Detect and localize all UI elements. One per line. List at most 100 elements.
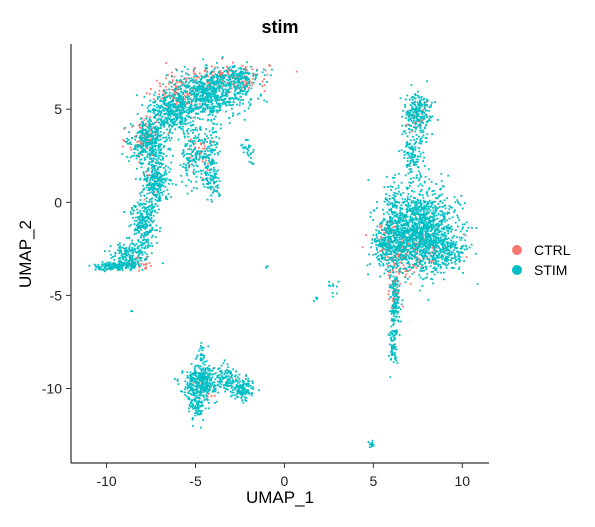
data-point-stim [189, 121, 192, 124]
data-point-stim [409, 184, 411, 187]
data-point-stim [236, 113, 239, 116]
data-point-stim [231, 75, 233, 78]
data-point-stim [420, 222, 423, 225]
data-point-stim [117, 268, 120, 271]
data-point-stim [443, 228, 445, 230]
data-point-stim [176, 79, 178, 82]
data-point-stim [178, 95, 181, 97]
data-point-stim [140, 194, 142, 197]
data-point-stim [219, 102, 222, 105]
data-point-stim [262, 68, 265, 71]
data-point-stim [163, 167, 165, 169]
data-point-stim [165, 136, 168, 139]
data-point-ctrl [392, 300, 394, 302]
data-point-stim [160, 123, 162, 126]
data-point-stim [155, 114, 158, 116]
data-point-stim [151, 173, 154, 176]
data-point-stim [198, 107, 201, 109]
data-point-stim [424, 176, 427, 178]
data-point-ctrl [422, 243, 425, 246]
data-point-stim [434, 263, 437, 265]
data-point-stim [226, 78, 228, 81]
data-point-ctrl [136, 145, 138, 147]
data-point-stim [133, 258, 135, 260]
data-point-stim [212, 107, 214, 110]
data-point-stim [102, 269, 105, 271]
data-point-stim [213, 153, 216, 156]
data-point-stim [156, 205, 159, 207]
data-point-stim [128, 160, 130, 163]
data-point-stim [413, 202, 416, 205]
data-point-ctrl [416, 242, 418, 245]
data-point-stim [435, 257, 438, 259]
data-point-stim [196, 89, 199, 91]
data-point-ctrl [165, 77, 167, 80]
data-point-stim [410, 207, 413, 210]
data-point-stim [457, 268, 460, 270]
data-point-stim [233, 93, 236, 96]
data-point-stim [402, 239, 405, 242]
data-point-stim [183, 122, 185, 125]
data-point-stim [174, 88, 177, 90]
data-point-stim [204, 161, 206, 164]
data-point-stim [246, 147, 249, 150]
data-point-stim [167, 182, 170, 185]
data-point-stim [432, 189, 435, 192]
data-point-stim [174, 90, 177, 92]
data-point-stim [427, 222, 429, 225]
data-point-stim [163, 174, 165, 176]
data-point-stim [195, 175, 198, 178]
data-point-stim [156, 242, 158, 244]
data-point-stim [428, 240, 431, 243]
data-point-stim [384, 237, 386, 240]
data-point-stim [435, 214, 437, 217]
data-point-stim [407, 224, 409, 227]
data-point-stim [208, 84, 211, 87]
data-point-ctrl [207, 162, 209, 165]
data-point-stim [413, 218, 416, 221]
data-point-ctrl [397, 256, 399, 258]
data-point-ctrl [404, 270, 407, 273]
data-point-stim [411, 245, 414, 248]
data-point-stim [213, 172, 216, 175]
data-point-stim [235, 88, 237, 90]
data-point-stim [125, 250, 128, 253]
data-point-stim [407, 239, 410, 242]
data-point-ctrl [409, 282, 412, 285]
data-point-stim [233, 66, 235, 68]
data-point-stim [148, 146, 151, 149]
data-point-stim [184, 81, 187, 84]
data-point-stim [175, 183, 177, 186]
data-point-stim [198, 138, 200, 141]
data-point-stim [168, 123, 171, 126]
data-point-stim [398, 230, 401, 233]
data-point-stim [129, 257, 131, 260]
data-point-stim [156, 229, 158, 232]
data-point-stim [445, 267, 448, 269]
data-point-stim [138, 250, 141, 253]
data-point-stim [153, 184, 156, 186]
data-point-stim [443, 233, 446, 235]
data-point-stim [182, 152, 185, 155]
data-point-stim [157, 104, 160, 107]
data-point-stim [407, 193, 410, 195]
data-point-stim [138, 218, 141, 221]
data-point-stim [414, 204, 416, 207]
data-point-stim [375, 233, 378, 236]
data-point-stim [125, 156, 128, 158]
data-point-stim [195, 137, 197, 140]
data-point-stim [431, 258, 434, 260]
data-point-stim [154, 236, 157, 238]
data-point-stim [398, 220, 400, 222]
data-point-stim [188, 106, 190, 109]
data-point-ctrl [214, 80, 217, 83]
data-point-stim [150, 128, 153, 131]
data-point-stim [425, 223, 428, 226]
data-point-stim [141, 268, 144, 271]
data-point-stim [401, 254, 403, 256]
data-point-ctrl [140, 263, 143, 265]
data-point-stim [148, 201, 151, 203]
data-point-stim [139, 192, 141, 195]
data-point-stim [405, 256, 408, 259]
data-point-stim [127, 250, 130, 253]
